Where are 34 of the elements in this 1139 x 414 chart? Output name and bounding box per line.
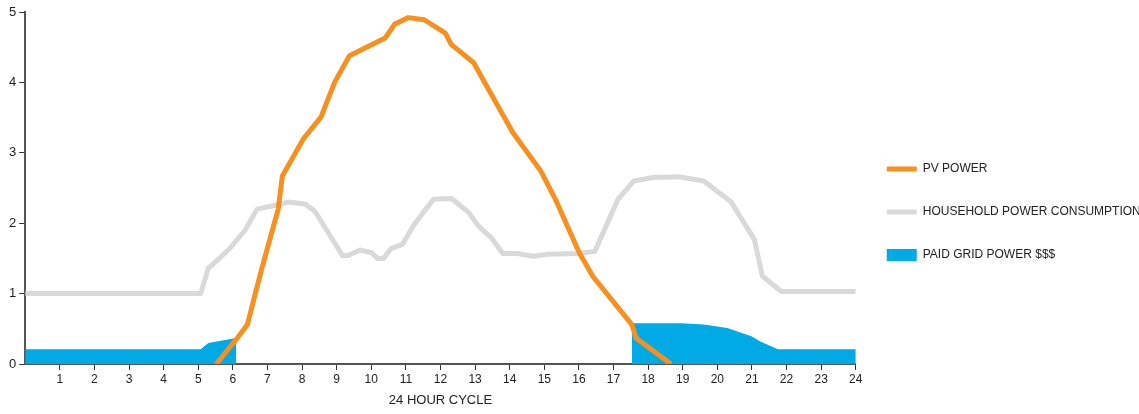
x-tick-label: 17 <box>606 371 621 386</box>
x-tick-label: 18 <box>641 371 656 386</box>
y-tick-label: 1 <box>9 285 17 301</box>
x-tick-label: 1 <box>56 371 64 386</box>
y-tick-label: 3 <box>9 144 17 160</box>
x-tick-label: 13 <box>468 371 483 386</box>
legend-label: HOUSEHOLD POWER CONSUMPTION <box>922 204 1139 219</box>
y-tick-label: 5 <box>9 3 17 19</box>
x-tick-label: 3 <box>125 371 133 386</box>
y-tick-label: 4 <box>9 73 17 89</box>
x-tick-label: 19 <box>676 371 690 386</box>
x-tick-label: 2 <box>91 371 99 386</box>
x-tick-label: 14 <box>503 371 517 386</box>
x-tick-label: 11 <box>399 371 413 386</box>
x-tick-label: 9 <box>333 371 341 386</box>
x-tick-label: 7 <box>264 371 272 386</box>
y-tick-label: 0 <box>9 355 17 371</box>
legend-label: PAID GRID POWER $$$ <box>922 247 1056 262</box>
x-tick-label: 16 <box>572 371 586 386</box>
x-tick-label: 24 <box>849 371 863 386</box>
legend-label: PV POWER <box>922 161 988 176</box>
x-tick-label: 5 <box>194 371 202 386</box>
x-tick-label: 21 <box>745 371 759 386</box>
x-tick-label: 23 <box>814 371 829 386</box>
x-tick-label: 6 <box>229 371 237 386</box>
x-axis-title: 24 HOUR CYCLE <box>388 391 493 407</box>
x-tick-label: 22 <box>779 371 794 386</box>
x-tick-label: 8 <box>298 371 306 386</box>
x-tick-label: 10 <box>364 371 379 386</box>
x-tick-label: 20 <box>710 371 725 386</box>
y-tick-label: 2 <box>9 214 17 230</box>
x-tick-label: 15 <box>537 371 552 386</box>
x-tick-label: 12 <box>433 371 448 386</box>
x-tick-label: 4 <box>160 371 168 386</box>
